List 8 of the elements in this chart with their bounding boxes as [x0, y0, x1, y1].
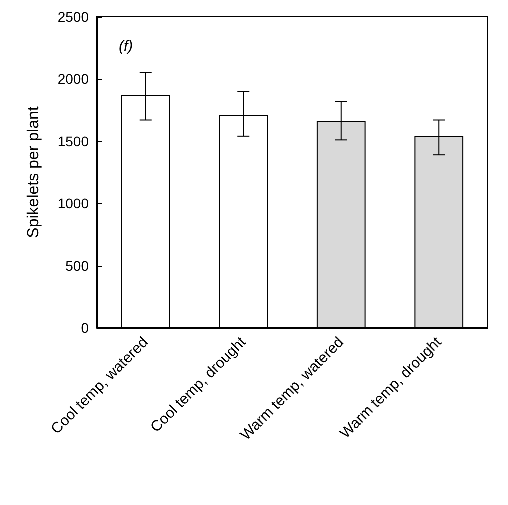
y-tick-label: 1500: [58, 133, 90, 150]
y-tick-label: 500: [66, 258, 90, 274]
y-tick-label: 1000: [58, 196, 90, 212]
y-tick-label: 2000: [58, 71, 90, 88]
y-tick-label: 2500: [58, 9, 90, 25]
y-tick-label: 0: [81, 320, 90, 336]
y-axis-title: Spikelets per plant: [26, 106, 42, 238]
annotation: (f): [119, 38, 134, 55]
